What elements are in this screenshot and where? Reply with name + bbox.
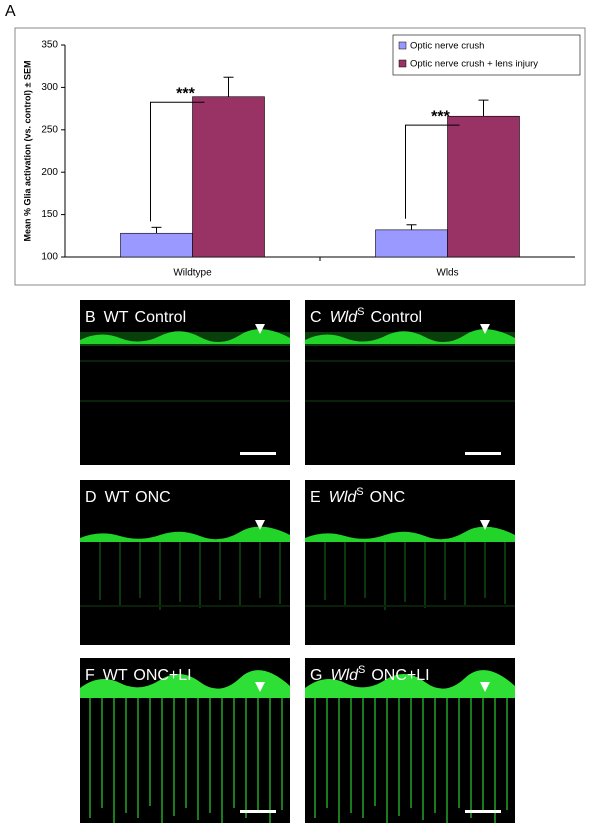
condition: ONC [370, 489, 406, 506]
error-bar [151, 226, 162, 234]
annotation: *** [431, 108, 450, 125]
error-bar [406, 224, 417, 230]
condition: Control [135, 309, 187, 326]
error-bar [478, 99, 489, 117]
x-tick-label: Wlds [436, 268, 458, 279]
condition: ONC [135, 489, 171, 506]
genotype: Wld [330, 309, 359, 326]
y-axis-label: Mean % Glia activation (vs. control) ± S… [22, 61, 32, 242]
legend-label: Optic nerve crush [410, 41, 484, 52]
y-tick-label: 300 [41, 82, 58, 93]
panel-letter: F [85, 667, 95, 684]
legend-box [392, 34, 581, 76]
genotype: WT [103, 667, 128, 684]
condition: ONC+LI [371, 667, 429, 684]
bar [192, 96, 265, 258]
superscript: S [356, 486, 363, 498]
bar [375, 229, 448, 258]
annotation: *** [176, 85, 195, 102]
condition: Control [370, 309, 422, 326]
legend-swatch [398, 41, 407, 50]
panel-title: F WT ONC+LI [85, 667, 192, 684]
y-tick-label: 250 [41, 124, 58, 135]
panel-letter: E [310, 489, 321, 506]
genotype: WT [104, 309, 129, 326]
panel-title: E WldS ONC [310, 486, 405, 506]
y-tick-label: 200 [41, 167, 58, 178]
panel-title: B WT Control [85, 309, 186, 326]
genotype: Wld [330, 667, 359, 684]
legend-label: Optic nerve crush + lens injury [410, 59, 538, 70]
panel-letter: C [310, 309, 322, 326]
legend-swatch [398, 59, 407, 68]
significance-bracket [405, 124, 460, 219]
panel-title: D WT ONC [85, 489, 171, 506]
x-tick-label: Wildtype [173, 268, 212, 279]
superscript: S [357, 306, 364, 318]
genotype: Wld [329, 489, 358, 506]
panel-letter: D [85, 489, 97, 506]
error-bar [223, 76, 234, 97]
superscript: S [358, 664, 365, 676]
panel-title: C WldS Control [310, 306, 422, 326]
y-tick-label: 150 [41, 209, 58, 220]
genotype: WT [105, 489, 130, 506]
bar [120, 232, 193, 258]
panel-label: A [5, 3, 16, 20]
bar [447, 115, 520, 258]
panel-title: G WldS ONC+LI [310, 664, 430, 684]
panel-letter: B [85, 309, 96, 326]
panel-letter: G [310, 667, 322, 684]
y-tick-label: 350 [41, 40, 58, 51]
y-tick-label: 100 [41, 252, 58, 263]
condition: ONC+LI [133, 667, 191, 684]
significance-bracket [150, 101, 205, 222]
